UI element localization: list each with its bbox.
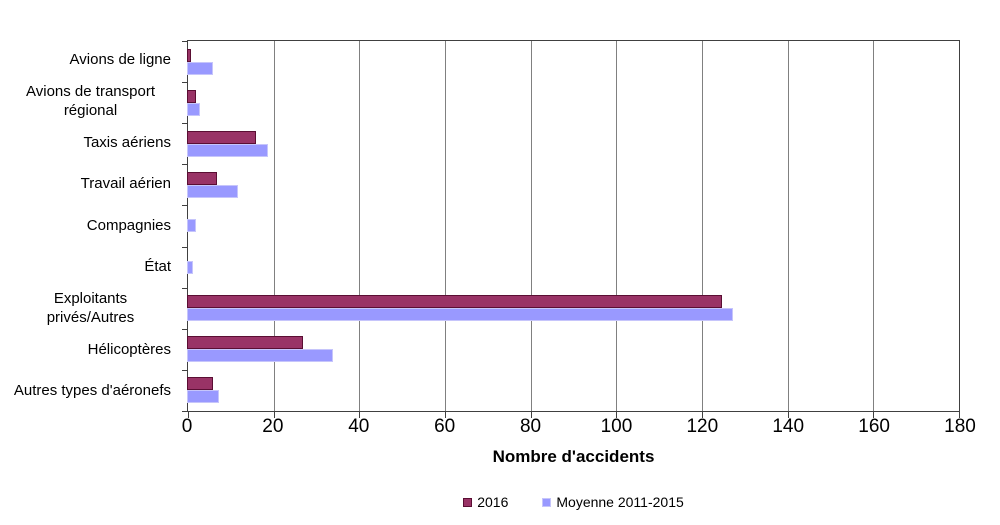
x-tick-label: 120 bbox=[686, 416, 719, 437]
category-label: Travail aérien bbox=[0, 164, 180, 205]
category-label-text: Avions de transport régional bbox=[26, 83, 155, 119]
x-tick-label: 0 bbox=[181, 416, 193, 437]
plot-area bbox=[182, 40, 960, 418]
legend-item-2016: 2016 bbox=[463, 494, 508, 510]
x-axis-tick-labels: 0 20 40 60 80 100 120 140 160 180 bbox=[182, 416, 976, 438]
x-tick-label: 40 bbox=[348, 416, 370, 437]
category-label: Avions de transport régional bbox=[0, 81, 180, 122]
x-axis-tick bbox=[444, 412, 446, 418]
x-tick-label: 100 bbox=[600, 416, 633, 437]
x-tick-label: 60 bbox=[434, 416, 456, 437]
bar-moyenne-2011-2015 bbox=[187, 143, 269, 157]
gridline-120 bbox=[701, 41, 703, 411]
bar-row bbox=[187, 205, 959, 246]
category-label: État bbox=[0, 247, 180, 288]
category-label: Taxis aériens bbox=[0, 123, 180, 164]
legend-swatch bbox=[542, 497, 552, 507]
bar-2016 bbox=[187, 171, 217, 185]
category-label-text: Travail aérien bbox=[80, 175, 171, 193]
category-label-text: Autres types d'aéronefs bbox=[13, 381, 171, 399]
gridline-80 bbox=[530, 41, 532, 411]
category-label-text: État bbox=[144, 257, 171, 275]
category-label: Hélicoptères bbox=[0, 329, 180, 370]
legend-label: Moyenne 2011-2015 bbox=[556, 494, 684, 510]
x-tick-label: 160 bbox=[858, 416, 890, 437]
bar-moyenne-2011-2015 bbox=[187, 219, 196, 233]
bar-moyenne-2011-2015 bbox=[187, 390, 220, 404]
bar-2016 bbox=[187, 130, 256, 144]
category-axis-labels: Avions de ligne Avions de transport régio… bbox=[0, 40, 180, 412]
category-label-text: Exploitants privés/Autres bbox=[46, 289, 135, 326]
bar-moyenne-2011-2015 bbox=[187, 260, 194, 274]
bars-layer bbox=[187, 41, 959, 411]
x-axis-tick bbox=[873, 412, 875, 418]
gridline-60 bbox=[444, 41, 446, 411]
bar-2016 bbox=[187, 89, 196, 103]
legend-label: 2016 bbox=[477, 494, 509, 510]
y-axis-tick bbox=[182, 205, 188, 207]
bar-moyenne-2011-2015 bbox=[187, 184, 239, 198]
x-axis-tick bbox=[787, 412, 789, 418]
bar-row bbox=[187, 370, 959, 411]
x-axis-tick bbox=[188, 412, 189, 418]
legend: 2016 Moyenne 2011-2015 bbox=[187, 493, 960, 511]
x-tick-label: 180 bbox=[944, 416, 976, 437]
x-axis-tick bbox=[959, 412, 960, 418]
bar-moyenne-2011-2015 bbox=[187, 102, 200, 116]
bar-row bbox=[187, 329, 959, 370]
x-axis-tick bbox=[359, 412, 361, 418]
bar-2016 bbox=[187, 48, 192, 62]
bar-moyenne-2011-2015 bbox=[187, 61, 213, 75]
x-axis-tick bbox=[701, 412, 703, 418]
gridline-160 bbox=[873, 41, 875, 411]
y-axis-tick bbox=[182, 246, 188, 248]
bar-row bbox=[187, 288, 959, 329]
bar-row bbox=[187, 41, 959, 82]
bar-moyenne-2011-2015 bbox=[187, 349, 333, 363]
x-axis-tick bbox=[530, 412, 532, 418]
y-axis-tick bbox=[182, 328, 188, 330]
bar-row bbox=[187, 247, 959, 288]
category-label: Compagnies bbox=[0, 205, 180, 246]
y-axis-tick bbox=[182, 164, 188, 166]
bar-2016 bbox=[187, 336, 303, 350]
y-axis-tick bbox=[182, 411, 188, 412]
y-axis-tick bbox=[182, 41, 188, 42]
gridline-20 bbox=[273, 41, 275, 411]
legend-swatch bbox=[463, 497, 473, 507]
category-label-text: Compagnies bbox=[86, 216, 171, 234]
x-axis-tick bbox=[273, 412, 275, 418]
x-axis-title: Nombre d'accidents bbox=[492, 447, 655, 466]
legend-item-moyenne-2011-2015: Moyenne 2011-2015 bbox=[542, 494, 684, 510]
bar-moyenne-2011-2015 bbox=[187, 308, 734, 322]
bar-2016 bbox=[187, 295, 723, 309]
gridline-140 bbox=[787, 41, 789, 411]
y-axis-tick bbox=[182, 369, 188, 371]
y-axis-tick bbox=[182, 82, 188, 84]
category-label-text: Hélicoptères bbox=[87, 340, 171, 358]
bar-row bbox=[187, 123, 959, 164]
y-axis-tick bbox=[182, 287, 188, 289]
x-axis-tick bbox=[616, 412, 618, 418]
bar-2016 bbox=[187, 377, 213, 391]
x-tick-label: 20 bbox=[262, 416, 284, 437]
category-label-text: Avions de ligne bbox=[69, 51, 171, 69]
category-label-text: Taxis aériens bbox=[83, 133, 171, 151]
x-tick-label: 80 bbox=[519, 416, 542, 437]
bar-row bbox=[187, 82, 959, 123]
gridline-40 bbox=[359, 41, 361, 411]
category-label: Autres types d'aéronefs bbox=[0, 371, 180, 412]
category-label: Avions de ligne bbox=[0, 40, 180, 81]
gridline-100 bbox=[616, 41, 618, 411]
x-tick-label: 140 bbox=[772, 416, 805, 437]
y-axis-tick bbox=[182, 123, 188, 125]
category-label: Exploitants privés/Autres bbox=[0, 288, 180, 329]
bar-row bbox=[187, 164, 959, 205]
